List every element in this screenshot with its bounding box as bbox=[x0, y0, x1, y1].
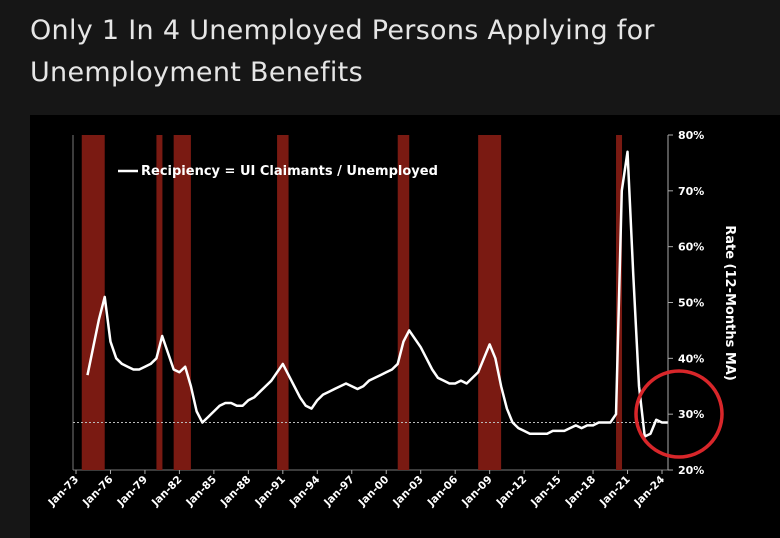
y-tick-label: 30% bbox=[678, 408, 704, 421]
recession-band bbox=[156, 135, 163, 470]
recession-band bbox=[277, 135, 289, 470]
y-tick-label: 40% bbox=[678, 352, 704, 365]
y-tick-label: 60% bbox=[678, 241, 704, 254]
y-tick-label: 20% bbox=[678, 464, 704, 477]
y-tick-label: 50% bbox=[678, 297, 704, 310]
recession-band bbox=[397, 135, 410, 470]
highlight-circle bbox=[634, 369, 724, 459]
chart-title: Only 1 In 4 Unemployed Persons Applying … bbox=[30, 15, 655, 88]
legend-label: Recipiency = UI Claimants / Unemployed bbox=[141, 164, 438, 179]
y-axis-label: Rate (12-Months MA) bbox=[722, 225, 737, 381]
recession-band bbox=[173, 135, 191, 470]
data-line bbox=[86, 150, 668, 438]
y-tick-label: 70% bbox=[678, 185, 704, 198]
recession-band bbox=[81, 135, 105, 470]
recession-band bbox=[478, 135, 502, 470]
y-tick-label: 80% bbox=[678, 129, 704, 142]
